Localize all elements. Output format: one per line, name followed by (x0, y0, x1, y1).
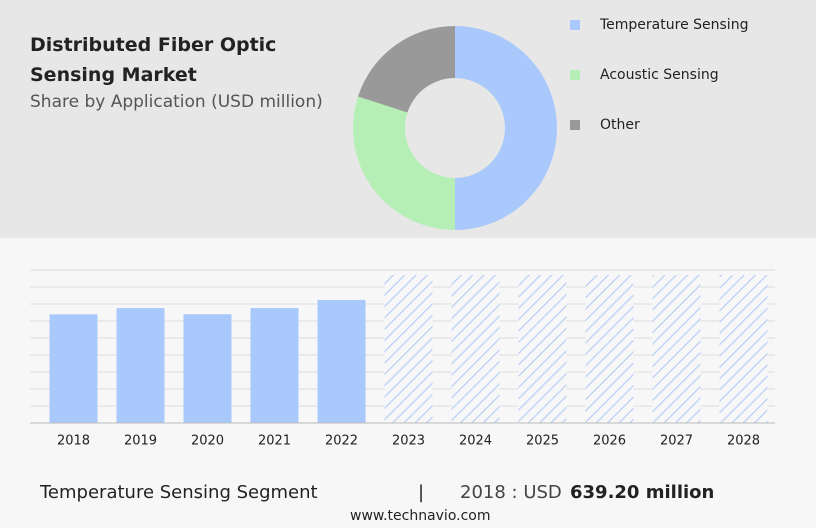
footer-value: 639.20 million (570, 482, 715, 503)
x-tick-label: 2022 (325, 434, 358, 449)
forecast-placeholder (518, 275, 567, 423)
forecast-placeholder (451, 275, 500, 423)
legend-label: Temperature Sensing (599, 17, 748, 33)
forecast-placeholder (585, 275, 634, 423)
x-tick-label: 2025 (526, 434, 559, 449)
x-tick-label: 2021 (258, 434, 291, 449)
forecast-placeholder (384, 275, 433, 423)
forecast-placeholder (719, 275, 768, 423)
donut-slice (357, 26, 455, 113)
legend-label: Acoustic Sensing (600, 67, 719, 83)
x-tick-label: 2024 (459, 434, 492, 449)
bar (49, 314, 98, 423)
bar (317, 299, 366, 423)
x-tick-label: 2027 (660, 434, 693, 449)
subtitle: Share by Application (USD million) (30, 92, 323, 112)
donut-slice (455, 26, 557, 230)
footer-segment: Temperature Sensing Segment (40, 482, 318, 503)
title: Distributed Fiber Optic Sensing Market (30, 34, 277, 86)
legend-swatch (570, 120, 580, 130)
donut-slice (353, 96, 455, 230)
footer-year: 2018 : USD (460, 482, 562, 503)
bar (183, 314, 232, 423)
forecast-placeholder (652, 275, 701, 423)
x-tick-label: 2020 (191, 434, 224, 449)
x-tick-label: 2018 (57, 434, 90, 449)
x-tick-label: 2028 (727, 434, 760, 449)
bar (116, 308, 165, 423)
legend-swatch (570, 20, 580, 30)
legend-swatch (570, 70, 580, 80)
x-tick-label: 2019 (124, 434, 157, 449)
footer-separator: | (418, 482, 425, 503)
legend-label: Other (600, 117, 640, 133)
x-tick-label: 2026 (593, 434, 626, 449)
source: www.technavio.com (350, 508, 491, 524)
bar (250, 308, 299, 423)
x-tick-label: 2023 (392, 434, 425, 449)
